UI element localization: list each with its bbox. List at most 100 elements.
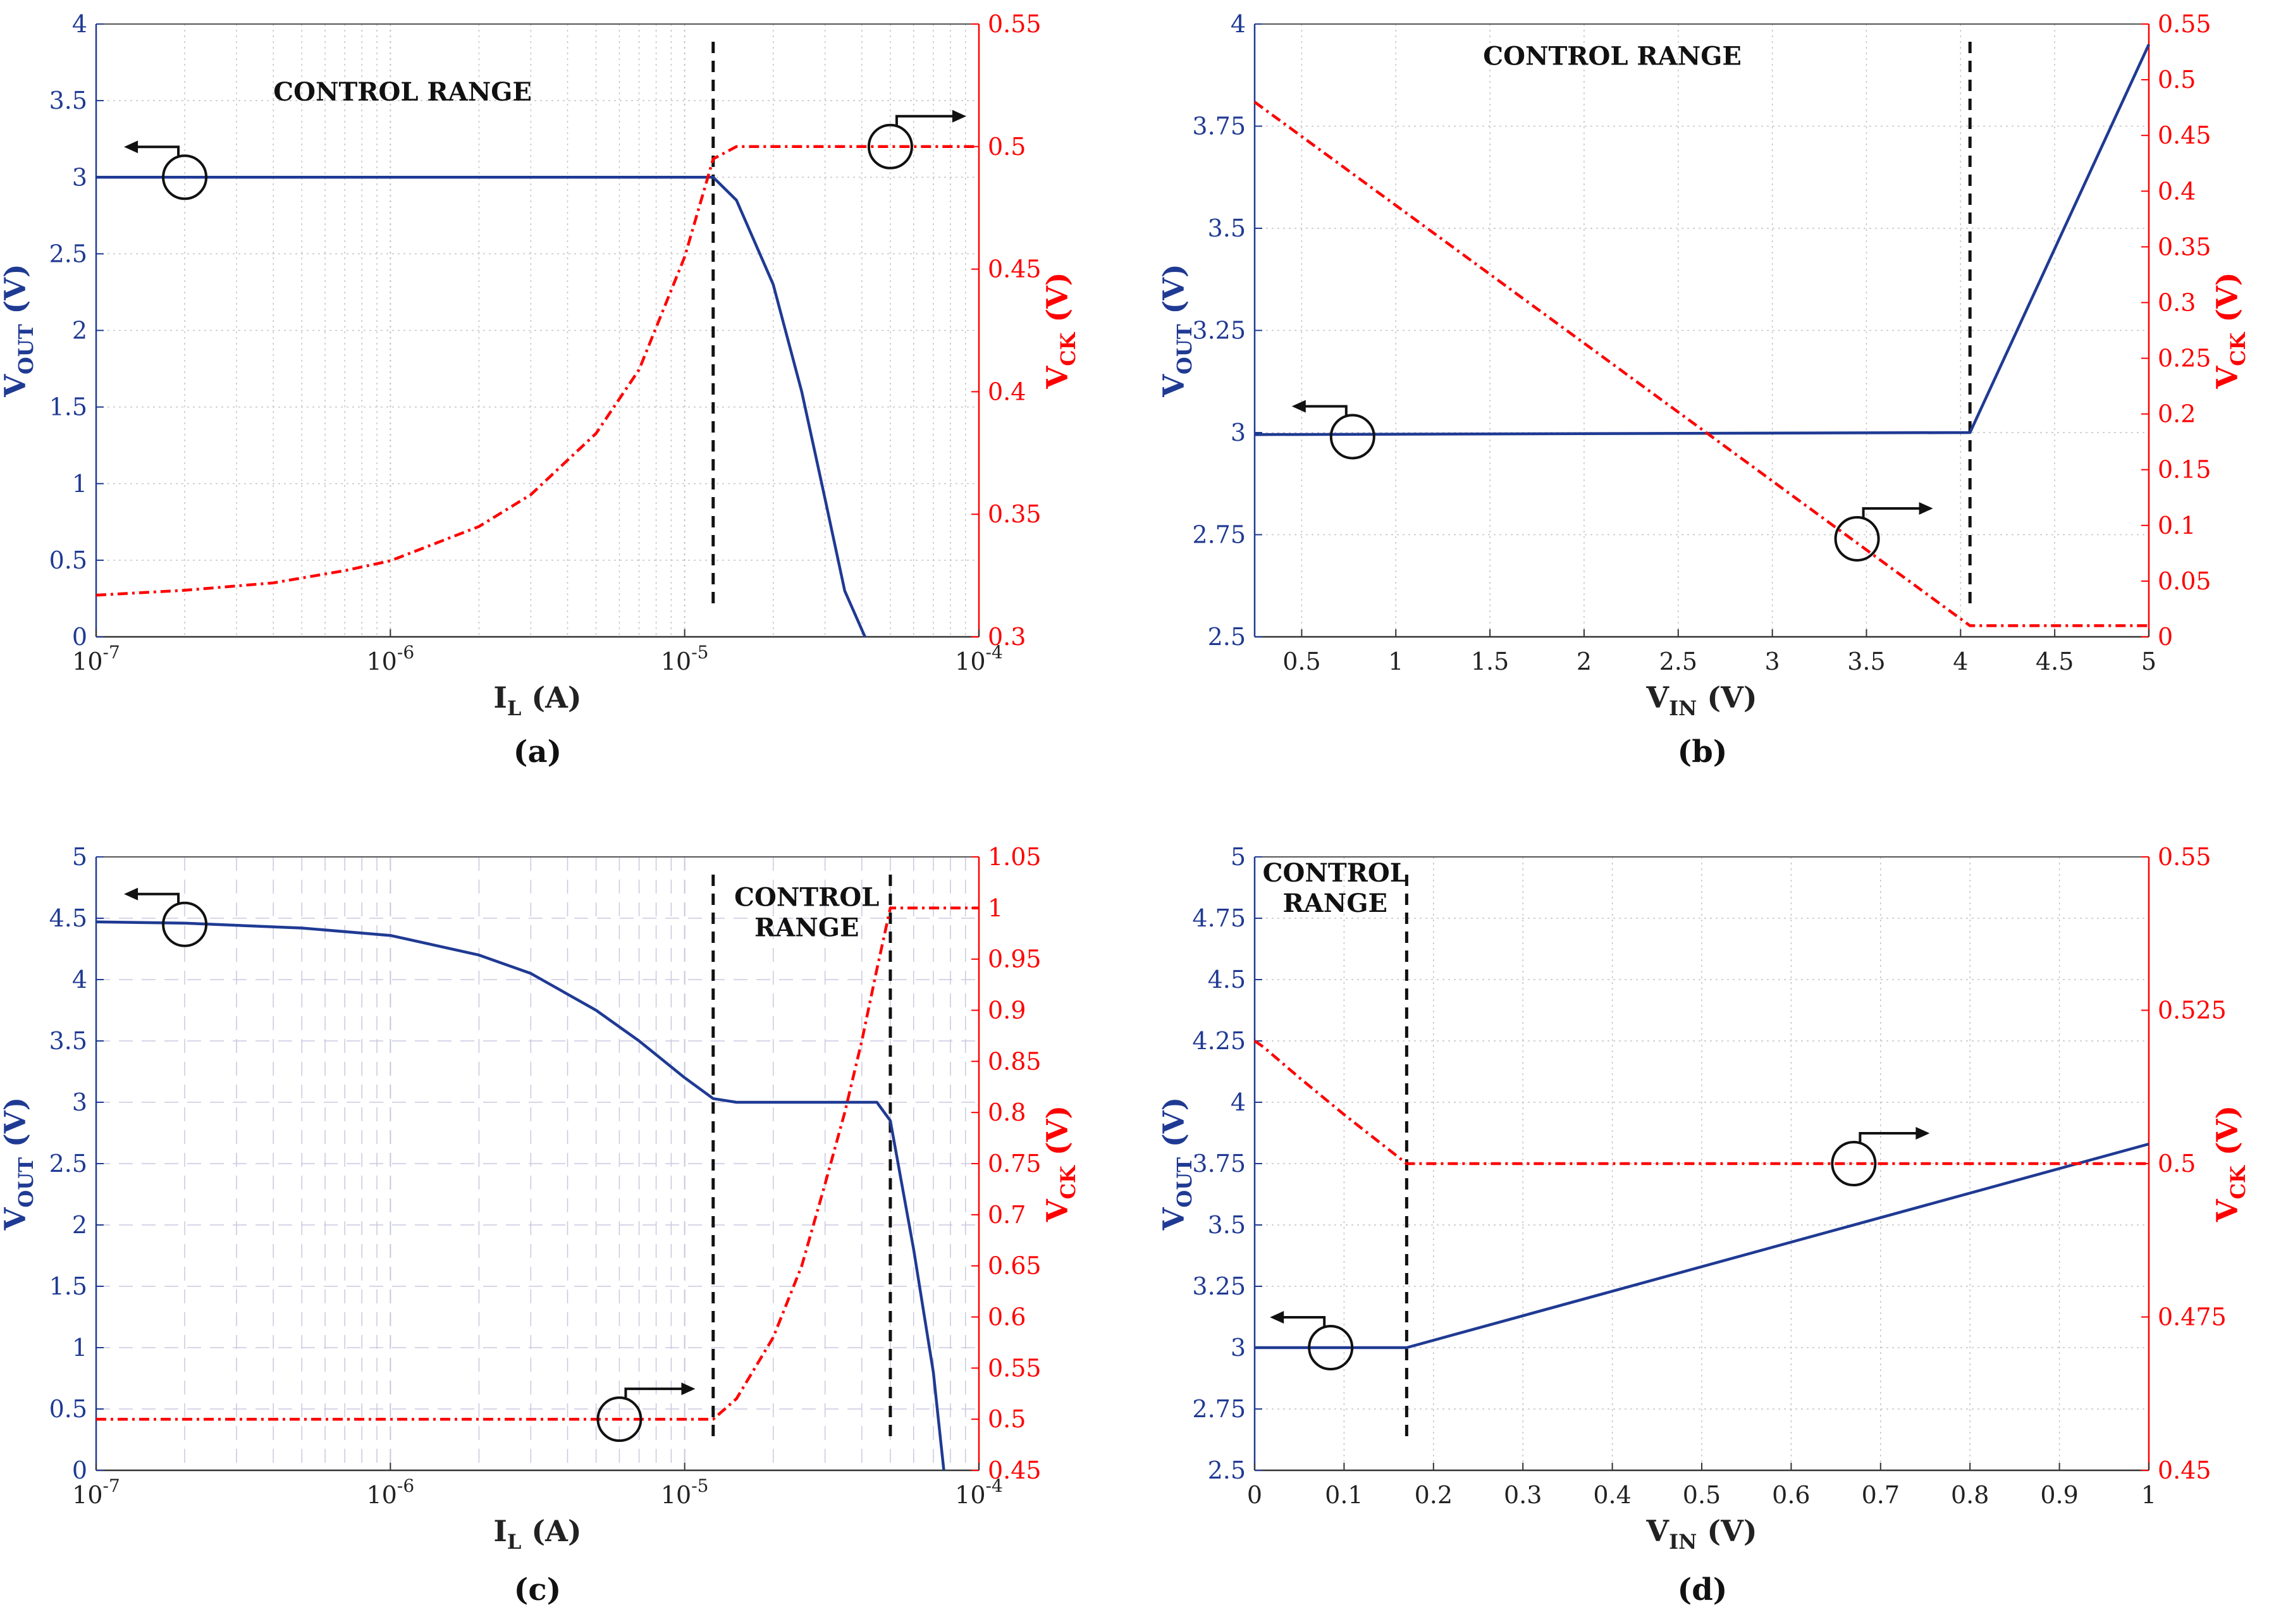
x-tick-label: 10-7	[72, 1475, 120, 1509]
y-left-tick-label: 4	[1231, 1088, 1246, 1116]
y-right-tick-label: 0.55	[988, 10, 1042, 38]
y-right-tick-label: 0.4	[2158, 177, 2196, 205]
y-right-tick-label: 0.35	[988, 500, 1042, 528]
y-right-tick-label: 0.75	[988, 1150, 1042, 1178]
x-axis-label: IL (A)	[493, 1514, 581, 1554]
y-left-tick-label: 0.5	[49, 1395, 87, 1423]
y-left-tick-label: 3	[1231, 419, 1246, 446]
y-left-axis-label: VOUT (V)	[0, 264, 38, 398]
axis-indicator-left	[1291, 400, 1375, 460]
series-vck	[1253, 1040, 2149, 1166]
y-right-tick-label: 0.1	[2158, 512, 2196, 539]
y-right-tick-label: 0.4	[988, 378, 1026, 405]
y-left-tick-label: 2	[72, 1211, 87, 1239]
y-right-axis-label: VCK (V)	[1040, 1105, 1080, 1222]
x-tick-label: 10-5	[661, 642, 709, 675]
y-left-axis-label: VOUT (V)	[1157, 1097, 1196, 1231]
x-tick-label: 10-5	[661, 1475, 709, 1509]
y-right-tick-label: 0	[2158, 623, 2173, 651]
x-tick-label: 0.5	[1683, 1481, 1721, 1509]
y-right-tick-label: 0.25	[2158, 345, 2211, 372]
series-vout	[95, 920, 945, 1471]
x-tick-label: 0.7	[1862, 1481, 1900, 1509]
x-tick-label: 2.5	[1659, 648, 1697, 675]
y-left-tick-label: 1.5	[49, 1272, 87, 1300]
y-right-tick-label: 0.5	[2158, 1150, 2196, 1178]
x-tick-label: 3	[1765, 648, 1780, 675]
x-tick-label: 1	[1388, 648, 1403, 675]
control-range-label: RANGE	[754, 913, 859, 943]
y-right-tick-label: 0.3	[2158, 288, 2196, 316]
y-left-axis-label: VOUT (V)	[1157, 264, 1196, 398]
y-right-axis-label: VCK (V)	[1040, 272, 1080, 389]
panel-caption: (a)	[513, 734, 562, 770]
y-left-tick-label: 4	[72, 10, 87, 38]
axis-indicator-right	[596, 1382, 696, 1443]
y-left-tick-label: 1	[72, 470, 87, 498]
y-left-tick-label: 3.5	[1208, 214, 1246, 242]
chart-panel-a: 0 0.5 1 1.5 2 2.5 3 3.5 4 0.3 0.35 0.4 0.45 0.5 0.55 10…	[0, 10, 1080, 770]
chart-panel-b: 2.5 2.75 3 3.25 3.5 3.75 4 0 0.05 0.1 0.15 0.2 0.25 0…	[1157, 10, 2250, 770]
y-right-tick-label: 0.3	[988, 623, 1026, 651]
axis-indicator-right	[867, 109, 966, 169]
panel-caption: (c)	[514, 1572, 562, 1608]
y-right-tick-label: 0.95	[988, 945, 1042, 973]
y-right-tick-label: 0.475	[2158, 1303, 2227, 1331]
y-left-tick-label: 1.5	[49, 393, 87, 421]
y-right-tick-label: 0.45	[2158, 121, 2211, 149]
y-left-tick-label: 3.5	[49, 1027, 87, 1055]
y-left-tick-label: 4	[72, 966, 87, 993]
y-right-tick-label: 0.55	[2158, 10, 2211, 38]
y-left-tick-label: 2.5	[1208, 1456, 1246, 1484]
control-range-label: CONTROL	[1263, 858, 1408, 888]
x-tick-label: 0.3	[1504, 1481, 1542, 1509]
series-vck	[95, 145, 979, 597]
x-tick-label: 0	[1247, 1481, 1262, 1509]
y-right-tick-label: 0.5	[988, 1405, 1026, 1433]
x-tick-label: 5	[2141, 648, 2156, 675]
axis-indicator-right	[1831, 1127, 1930, 1186]
y-left-tick-label: 2.75	[1192, 1395, 1246, 1423]
y-right-tick-label: 0.2	[2158, 400, 2196, 428]
x-tick-label: 1.5	[1471, 648, 1509, 675]
y-right-tick-label: 0.9	[988, 997, 1026, 1024]
y-left-tick-label: 4.5	[49, 904, 87, 932]
y-left-tick-label: 3	[72, 1088, 87, 1116]
axis-indicator-right	[1834, 501, 1933, 562]
series-vout	[1255, 1142, 2149, 1350]
chart-panel-d: 2.5 2.75 3 3.25 3.5 3.75 4 4.25 4.5 4.75 5 0.45 0.47…	[1157, 843, 2250, 1608]
x-tick-label: 10-7	[72, 642, 120, 675]
x-tick-label: 4	[1953, 648, 1968, 675]
chart-panel-c: 0 0.5 1 1.5 2 2.5 3 3.5 4 4.5 5 0.45 0.5 0.55 0.6 0.65 0…	[0, 843, 1080, 1608]
y-left-tick-label: 5	[1231, 843, 1246, 871]
x-axis-label: IL (A)	[493, 680, 581, 720]
x-tick-label: 2	[1577, 648, 1592, 675]
y-right-tick-label: 0.65	[988, 1252, 1042, 1280]
x-tick-label: 10-4	[955, 1475, 1003, 1509]
y-left-tick-label: 0.5	[49, 546, 87, 574]
y-right-tick-label: 0.7	[988, 1201, 1026, 1229]
y-right-tick-label: 0.5	[988, 133, 1026, 161]
y-left-tick-label: 4.5	[1208, 966, 1246, 993]
x-tick-label: 10-6	[367, 1475, 415, 1509]
y-left-tick-label: 0	[72, 1456, 87, 1484]
y-right-tick-label: 0.45	[988, 1456, 1042, 1484]
y-left-tick-label: 5	[72, 843, 87, 871]
y-right-tick-label: 1.05	[988, 843, 1042, 871]
x-tick-label: 0.2	[1415, 1481, 1453, 1509]
control-range-label: CONTROL RANGE	[1483, 42, 1742, 71]
y-right-tick-label: 0.05	[2158, 567, 2211, 595]
y-left-tick-label: 1	[72, 1334, 87, 1362]
y-right-tick-label: 0.85	[988, 1047, 1042, 1075]
y-right-tick-label: 0.8	[988, 1098, 1026, 1126]
axis-indicator-left	[124, 140, 208, 200]
x-tick-label: 4.5	[2036, 648, 2074, 675]
y-right-tick-label: 0.55	[2158, 843, 2211, 871]
y-left-tick-label: 3.75	[1192, 1150, 1246, 1178]
y-left-axis-label: VOUT (V)	[0, 1097, 38, 1231]
x-axis-label: VIN (V)	[1645, 680, 1757, 720]
y-left-tick-label: 4.25	[1192, 1027, 1246, 1055]
y-right-tick-label: 0.6	[988, 1303, 1026, 1331]
y-left-tick-label: 2.75	[1192, 521, 1246, 549]
